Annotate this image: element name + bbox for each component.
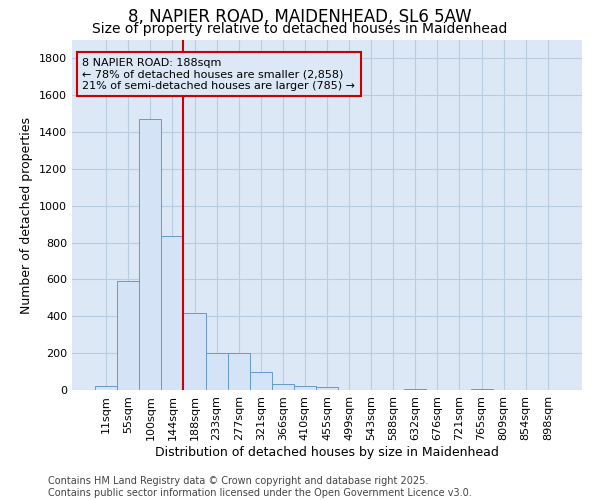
X-axis label: Distribution of detached houses by size in Maidenhead: Distribution of detached houses by size … bbox=[155, 446, 499, 458]
Bar bbox=[294, 386, 316, 390]
Bar bbox=[95, 386, 117, 390]
Bar bbox=[117, 282, 139, 390]
Bar bbox=[184, 312, 206, 390]
Bar bbox=[161, 236, 184, 390]
Text: 8 NAPIER ROAD: 188sqm
← 78% of detached houses are smaller (2,858)
21% of semi-d: 8 NAPIER ROAD: 188sqm ← 78% of detached … bbox=[82, 58, 355, 90]
Bar bbox=[404, 389, 427, 390]
Text: Size of property relative to detached houses in Maidenhead: Size of property relative to detached ho… bbox=[92, 22, 508, 36]
Y-axis label: Number of detached properties: Number of detached properties bbox=[20, 116, 34, 314]
Bar bbox=[470, 389, 493, 390]
Bar bbox=[139, 119, 161, 390]
Bar bbox=[206, 353, 227, 390]
Text: 8, NAPIER ROAD, MAIDENHEAD, SL6 5AW: 8, NAPIER ROAD, MAIDENHEAD, SL6 5AW bbox=[128, 8, 472, 26]
Bar bbox=[227, 353, 250, 390]
Bar bbox=[316, 387, 338, 390]
Text: Contains HM Land Registry data © Crown copyright and database right 2025.
Contai: Contains HM Land Registry data © Crown c… bbox=[48, 476, 472, 498]
Bar bbox=[250, 372, 272, 390]
Bar bbox=[272, 384, 294, 390]
